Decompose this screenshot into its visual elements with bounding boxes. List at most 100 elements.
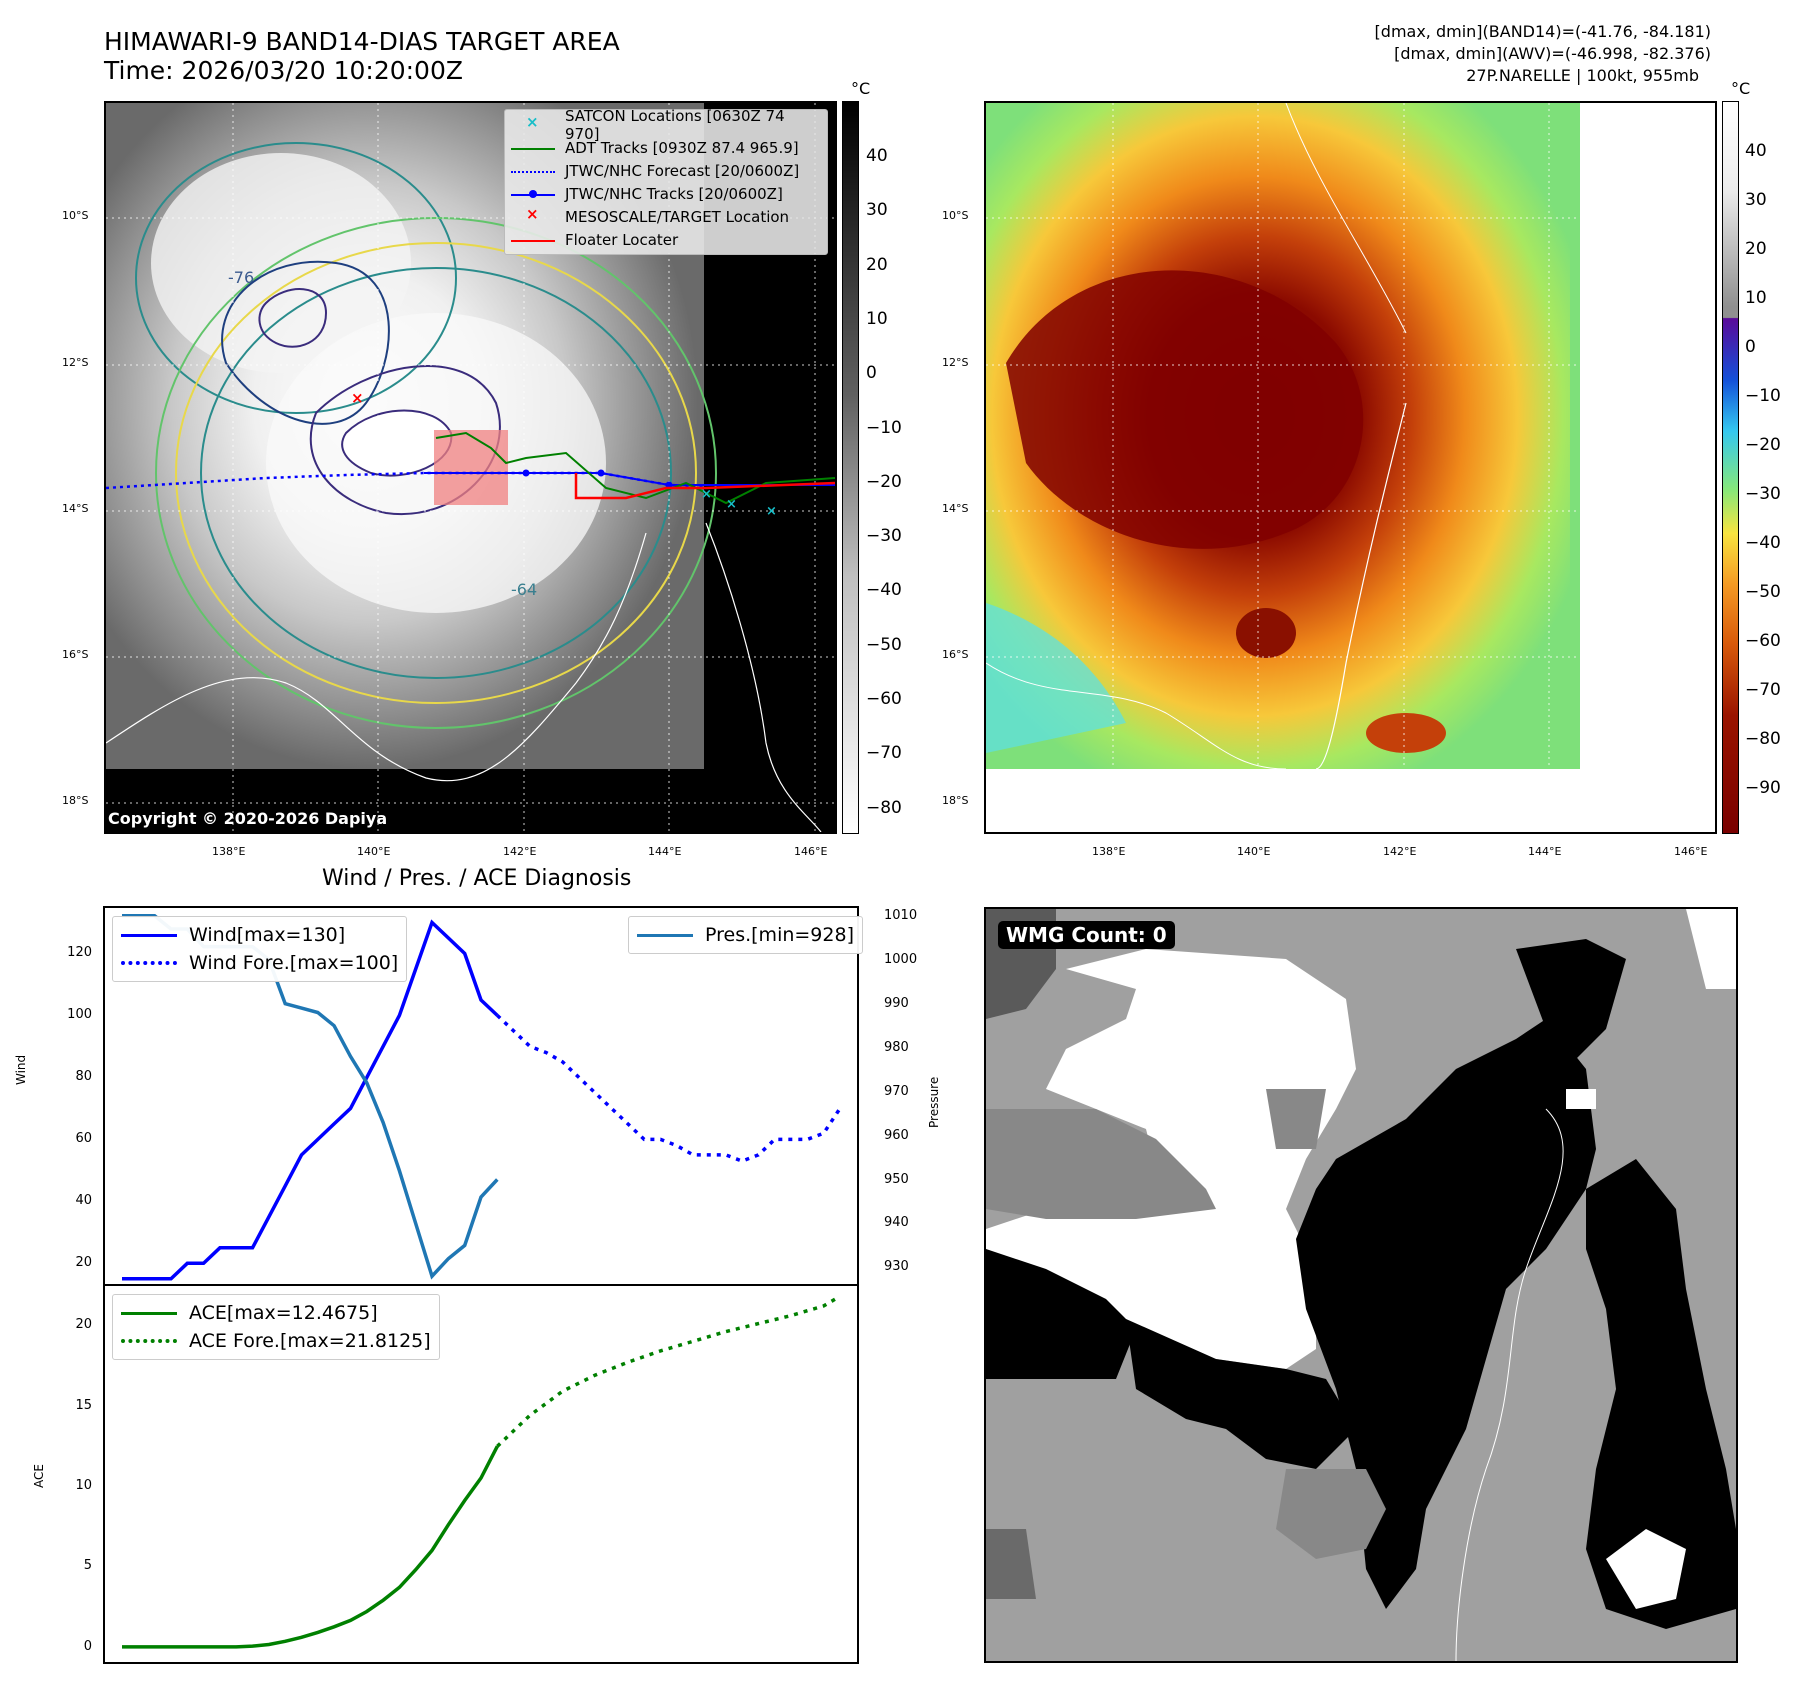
jtwc-tracks-line-icon [511, 189, 555, 198]
ace-y-tick: 5 [83, 1558, 92, 1574]
mesoscale-marker-icon: × [526, 204, 539, 223]
colorbar-tick: −40 [866, 580, 902, 601]
ir-map-panel: × × × × -76 -64 Copyright © 2020-2026 Da… [104, 101, 837, 834]
pressure-y-tick: 980 [884, 1039, 909, 1055]
colorbar-tick: −20 [1745, 435, 1781, 455]
legend-floater: Floater Locater [511, 228, 821, 251]
colorbar-tick: 40 [1745, 141, 1767, 161]
pressure-y-tick: 1010 [884, 907, 918, 923]
svg-text:×: × [766, 504, 777, 519]
ace-y-tick: 0 [83, 1638, 92, 1654]
legend-mesoscale: × MESOSCALE/TARGET Location [511, 205, 821, 228]
legend-adt: ADT Tracks [0930Z 87.4 965.9] [511, 136, 821, 159]
stats-awv: [dmax, dmin](AWV)=(-46.998, -82.376) [1394, 44, 1711, 63]
lon-tick-left: 138°E [212, 845, 246, 858]
colorbar-unit-right: °C [1731, 79, 1751, 98]
colorbar-tick: −70 [866, 743, 902, 764]
lon-tick-left: 142°E [503, 845, 537, 858]
colorbar-tick: −30 [1745, 484, 1781, 504]
lon-tick-left: 146°E [794, 845, 828, 858]
colorbar-tick: −60 [866, 689, 902, 709]
jtwc-forecast-line-icon [511, 170, 555, 173]
lon-tick-right: 140°E [1237, 845, 1271, 858]
svg-text:×: × [701, 487, 712, 502]
copyright-label: Copyright © 2020-2026 Dapiya [108, 809, 388, 828]
ace-axis-label: ACE [32, 1464, 46, 1488]
pressure-legend: Pres.[min=928] [628, 916, 863, 954]
colorbar-unit-left: °C [851, 79, 871, 98]
lat-tick-right: 10°S [942, 209, 969, 222]
lon-tick-left: 144°E [648, 845, 682, 858]
pressure-y-tick: 990 [884, 995, 909, 1011]
legend-ace: ACE[max=12.4675] [121, 1299, 431, 1327]
legend-jtwc-tracks: JTWC/NHC Tracks [20/0600Z] [511, 182, 821, 205]
lon-tick-right: 144°E [1528, 845, 1562, 858]
wind-forecast-line-icon [121, 961, 177, 965]
colorbar-tick: −60 [1745, 631, 1781, 651]
colorbar-tick: 30 [1745, 190, 1767, 210]
colorbar-tick: −70 [1745, 680, 1781, 700]
legend-pressure: Pres.[min=928] [637, 921, 854, 949]
colorbar-tick: −10 [1745, 386, 1781, 406]
wmg-image [986, 909, 1736, 1661]
lat-tick-left: 16°S [62, 648, 89, 661]
pressure-y-tick: 970 [884, 1083, 909, 1099]
series-line-ace-0 [122, 1445, 499, 1649]
lat-tick-left: 14°S [62, 502, 89, 515]
lat-tick-right: 14°S [942, 502, 969, 515]
colorbar-tick: 10 [1745, 288, 1767, 308]
floater-line-icon [511, 239, 555, 242]
pressure-axis-label: Pressure [927, 1076, 941, 1128]
ace-line-icon [121, 1311, 177, 1315]
lon-tick-right: 138°E [1092, 845, 1126, 858]
wind-y-tick: 40 [75, 1193, 92, 1209]
lon-tick-right: 146°E [1674, 845, 1708, 858]
colorbar-tick: −80 [1745, 729, 1781, 749]
colorbar-tick: −10 [866, 417, 902, 438]
ace-y-tick: 10 [75, 1478, 92, 1494]
ace-y-tick: 20 [75, 1317, 92, 1333]
legend-satcon: × SATCON Locations [0630Z 74 970] [511, 107, 821, 143]
ace-forecast-line-icon [121, 1339, 177, 1343]
colorbar-tick: 40 [866, 146, 888, 166]
colorbar-tick: −40 [1745, 533, 1781, 553]
colorbar-left [842, 101, 859, 834]
wind-y-tick: 80 [75, 1069, 92, 1085]
awv-map-panel [984, 101, 1717, 834]
awv-map-image [986, 103, 1715, 832]
svg-text:×: × [726, 497, 737, 512]
colorbar-tick: −30 [866, 526, 902, 547]
wind-y-tick: 20 [75, 1255, 92, 1271]
colorbar-right [1722, 101, 1739, 834]
colorbar-tick: 0 [866, 363, 877, 384]
legend-wind: Wind[max=130] [121, 921, 398, 949]
wind-line-icon [121, 933, 177, 937]
wind-y-tick: 100 [67, 1007, 92, 1023]
colorbar-tick: 20 [1745, 239, 1767, 259]
pressure-line-icon [637, 933, 693, 937]
storm-info: 27P.NARELLE | 100kt, 955mb [1466, 66, 1699, 85]
colorbar-tick: −20 [866, 471, 902, 492]
legend-ace-forecast: ACE Fore.[max=21.8125] [121, 1327, 431, 1355]
wmg-count-badge: WMG Count: 0 [998, 921, 1175, 949]
series-line-ace-1 [496, 1294, 841, 1448]
pressure-y-tick: 1000 [884, 951, 918, 967]
colorbar-tick: −90 [1745, 778, 1781, 798]
colorbar-tick: −50 [866, 634, 902, 655]
wind-legend: Wind[max=130] Wind Fore.[max=100] [112, 916, 408, 982]
pressure-y-tick: 940 [884, 1215, 909, 1231]
colorbar-tick: 20 [866, 254, 888, 275]
diagnosis-title: Wind / Pres. / ACE Diagnosis [322, 866, 632, 891]
lat-tick-left: 18°S [62, 794, 89, 807]
series-line-1 [496, 1014, 842, 1163]
wmg-panel: WMG Count: 0 [984, 907, 1738, 1663]
main-title: HIMAWARI-9 BAND14-DIAS TARGET AREA [104, 27, 620, 56]
timestamp: Time: 2026/03/20 10:20:00Z [104, 56, 463, 85]
colorbar-tick: 0 [1745, 337, 1756, 357]
colorbar-tick: −50 [1745, 582, 1781, 602]
pressure-y-tick: 930 [884, 1259, 909, 1275]
map-legend: × SATCON Locations [0630Z 74 970] ADT Tr… [504, 107, 828, 255]
lat-tick-left: 12°S [62, 356, 89, 369]
colorbar-tick: 30 [866, 200, 888, 221]
colorbar-tick: 10 [866, 308, 888, 329]
